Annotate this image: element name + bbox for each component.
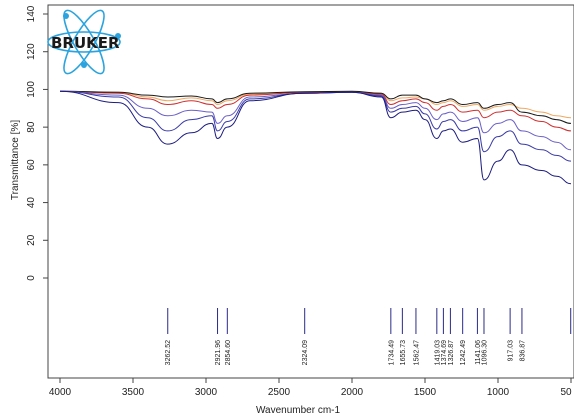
peak-label: 1419.03 [434, 340, 441, 365]
y-tick-label: 80 [26, 121, 37, 133]
peak-label: 1242.49 [460, 340, 467, 365]
peak-label: 3262.52 [165, 340, 172, 365]
y-tick-label: 20 [26, 234, 37, 246]
peak-label: 917.03 [508, 340, 515, 362]
y-axis-title: Transmittance [%] [10, 120, 21, 200]
x-axis: 4000 3500 3000 2500 2000 1500 1000 50 [49, 378, 572, 398]
x-tick-label: 2500 [268, 387, 291, 398]
peak-label: 1096.30 [481, 340, 488, 365]
peak-label: 2921.96 [215, 340, 222, 365]
y-tick-label: 0 [26, 275, 37, 281]
x-tick-label: 4000 [49, 387, 72, 398]
peak-label: 1562.47 [413, 340, 420, 365]
y-tick-label: 60 [26, 159, 37, 171]
x-tick-label: 3500 [122, 387, 145, 398]
x-tick-label: 50 [560, 387, 572, 398]
spectrum-line [59, 90, 572, 162]
peak-markers: 3262.52 2921.96 2854.60 2324.09 1734.49 1655.… [165, 308, 572, 365]
peak-label: 1655.73 [400, 340, 407, 365]
peak-label: 2854.60 [225, 340, 232, 365]
x-tick-label: 1000 [487, 387, 510, 398]
y-tick-label: 140 [26, 5, 37, 22]
y-tick-label: 120 [26, 43, 37, 60]
logo-dot [81, 62, 87, 68]
peak-label: 1326.87 [448, 340, 455, 365]
peak-label: 1734.49 [388, 340, 395, 365]
logo-orbit [63, 9, 105, 75]
spectrum-line [59, 90, 572, 185]
x-tick-label: 2000 [341, 387, 364, 398]
x-tick-label: 3000 [195, 387, 218, 398]
y-axis: 0 20 40 60 80 100 120 140 [26, 5, 48, 281]
logo-orbit [63, 9, 105, 75]
logo-orbit [47, 31, 121, 53]
logo-dot [63, 13, 69, 19]
y-tick-label: 40 [26, 197, 37, 209]
bruker-logo: BRUKER [47, 9, 121, 75]
spectrum-line [59, 90, 572, 119]
y-tick-label: 100 [26, 81, 37, 98]
spectrum-line [59, 90, 572, 151]
logo-text: BRUKER [51, 34, 120, 52]
logo-dot [115, 33, 121, 39]
spectrum-series [59, 90, 572, 185]
spectrum-line [59, 90, 572, 124]
peak-label: 2324.09 [302, 340, 309, 365]
spectrum-line [59, 90, 572, 132]
plot-frame [47, 4, 574, 379]
x-axis-title: Wavenumber cm-1 [256, 405, 341, 416]
x-tick-label: 1500 [414, 387, 437, 398]
peak-label: 1141.06 [475, 340, 482, 365]
peak-label: 1374.69 [441, 340, 448, 365]
peak-label: 836.87 [519, 340, 526, 362]
